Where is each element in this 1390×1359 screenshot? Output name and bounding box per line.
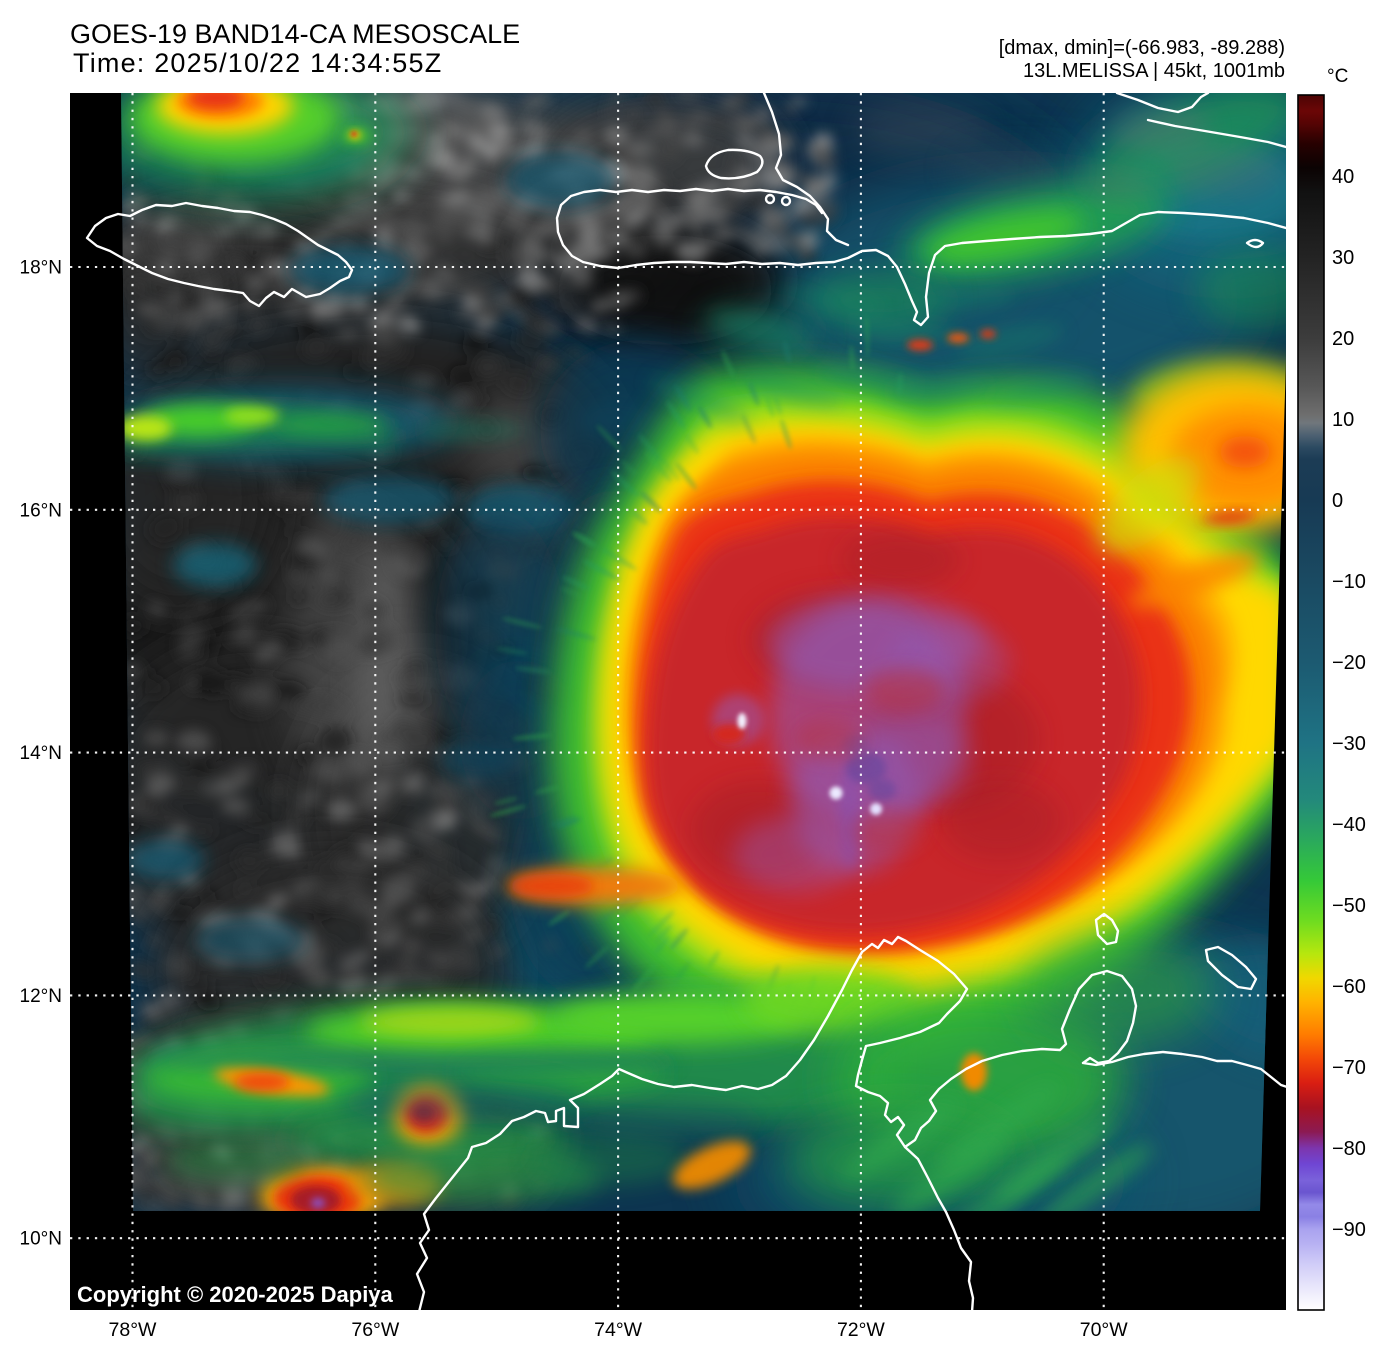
svg-text:−20: −20 [1332,652,1366,674]
svg-text:−40: −40 [1332,814,1366,836]
svg-text:0: 0 [1332,490,1343,512]
svg-text:Copyright © 2020-2025 Dapiya: Copyright © 2020-2025 Dapiya [77,1282,394,1307]
svg-text:−10: −10 [1332,571,1366,593]
svg-text:40: 40 [1332,166,1354,188]
svg-text:76°W: 76°W [351,1319,399,1341]
svg-text:10°N: 10°N [20,1229,62,1250]
svg-text:Time: 2025/10/22 14:34:55Z: Time: 2025/10/22 14:34:55Z [73,48,442,78]
svg-text:70°W: 70°W [1080,1319,1128,1341]
svg-text:13L.MELISSA | 45kt, 1001mb: 13L.MELISSA | 45kt, 1001mb [1023,60,1285,82]
svg-text:−80: −80 [1332,1138,1366,1160]
svg-text:−60: −60 [1332,976,1366,998]
svg-text:−30: −30 [1332,733,1366,755]
svg-text:74°W: 74°W [594,1319,642,1341]
svg-text:°C: °C [1327,66,1348,87]
svg-text:GOES-19 BAND14-CA MESOSCALE: GOES-19 BAND14-CA MESOSCALE [70,19,520,49]
svg-text:16°N: 16°N [20,500,62,521]
svg-text:14°N: 14°N [20,743,62,764]
svg-text:−90: −90 [1332,1219,1366,1241]
svg-text:−50: −50 [1332,895,1366,917]
svg-text:72°W: 72°W [837,1319,885,1341]
svg-text:30: 30 [1332,247,1354,269]
svg-text:10: 10 [1332,409,1354,431]
svg-text:78°W: 78°W [109,1319,157,1341]
svg-text:18°N: 18°N [20,258,62,279]
svg-text:[dmax, dmin]=(-66.983, -89.288: [dmax, dmin]=(-66.983, -89.288) [999,37,1285,59]
svg-text:20: 20 [1332,328,1354,350]
svg-text:−70: −70 [1332,1057,1366,1079]
svg-text:12°N: 12°N [20,986,62,1007]
